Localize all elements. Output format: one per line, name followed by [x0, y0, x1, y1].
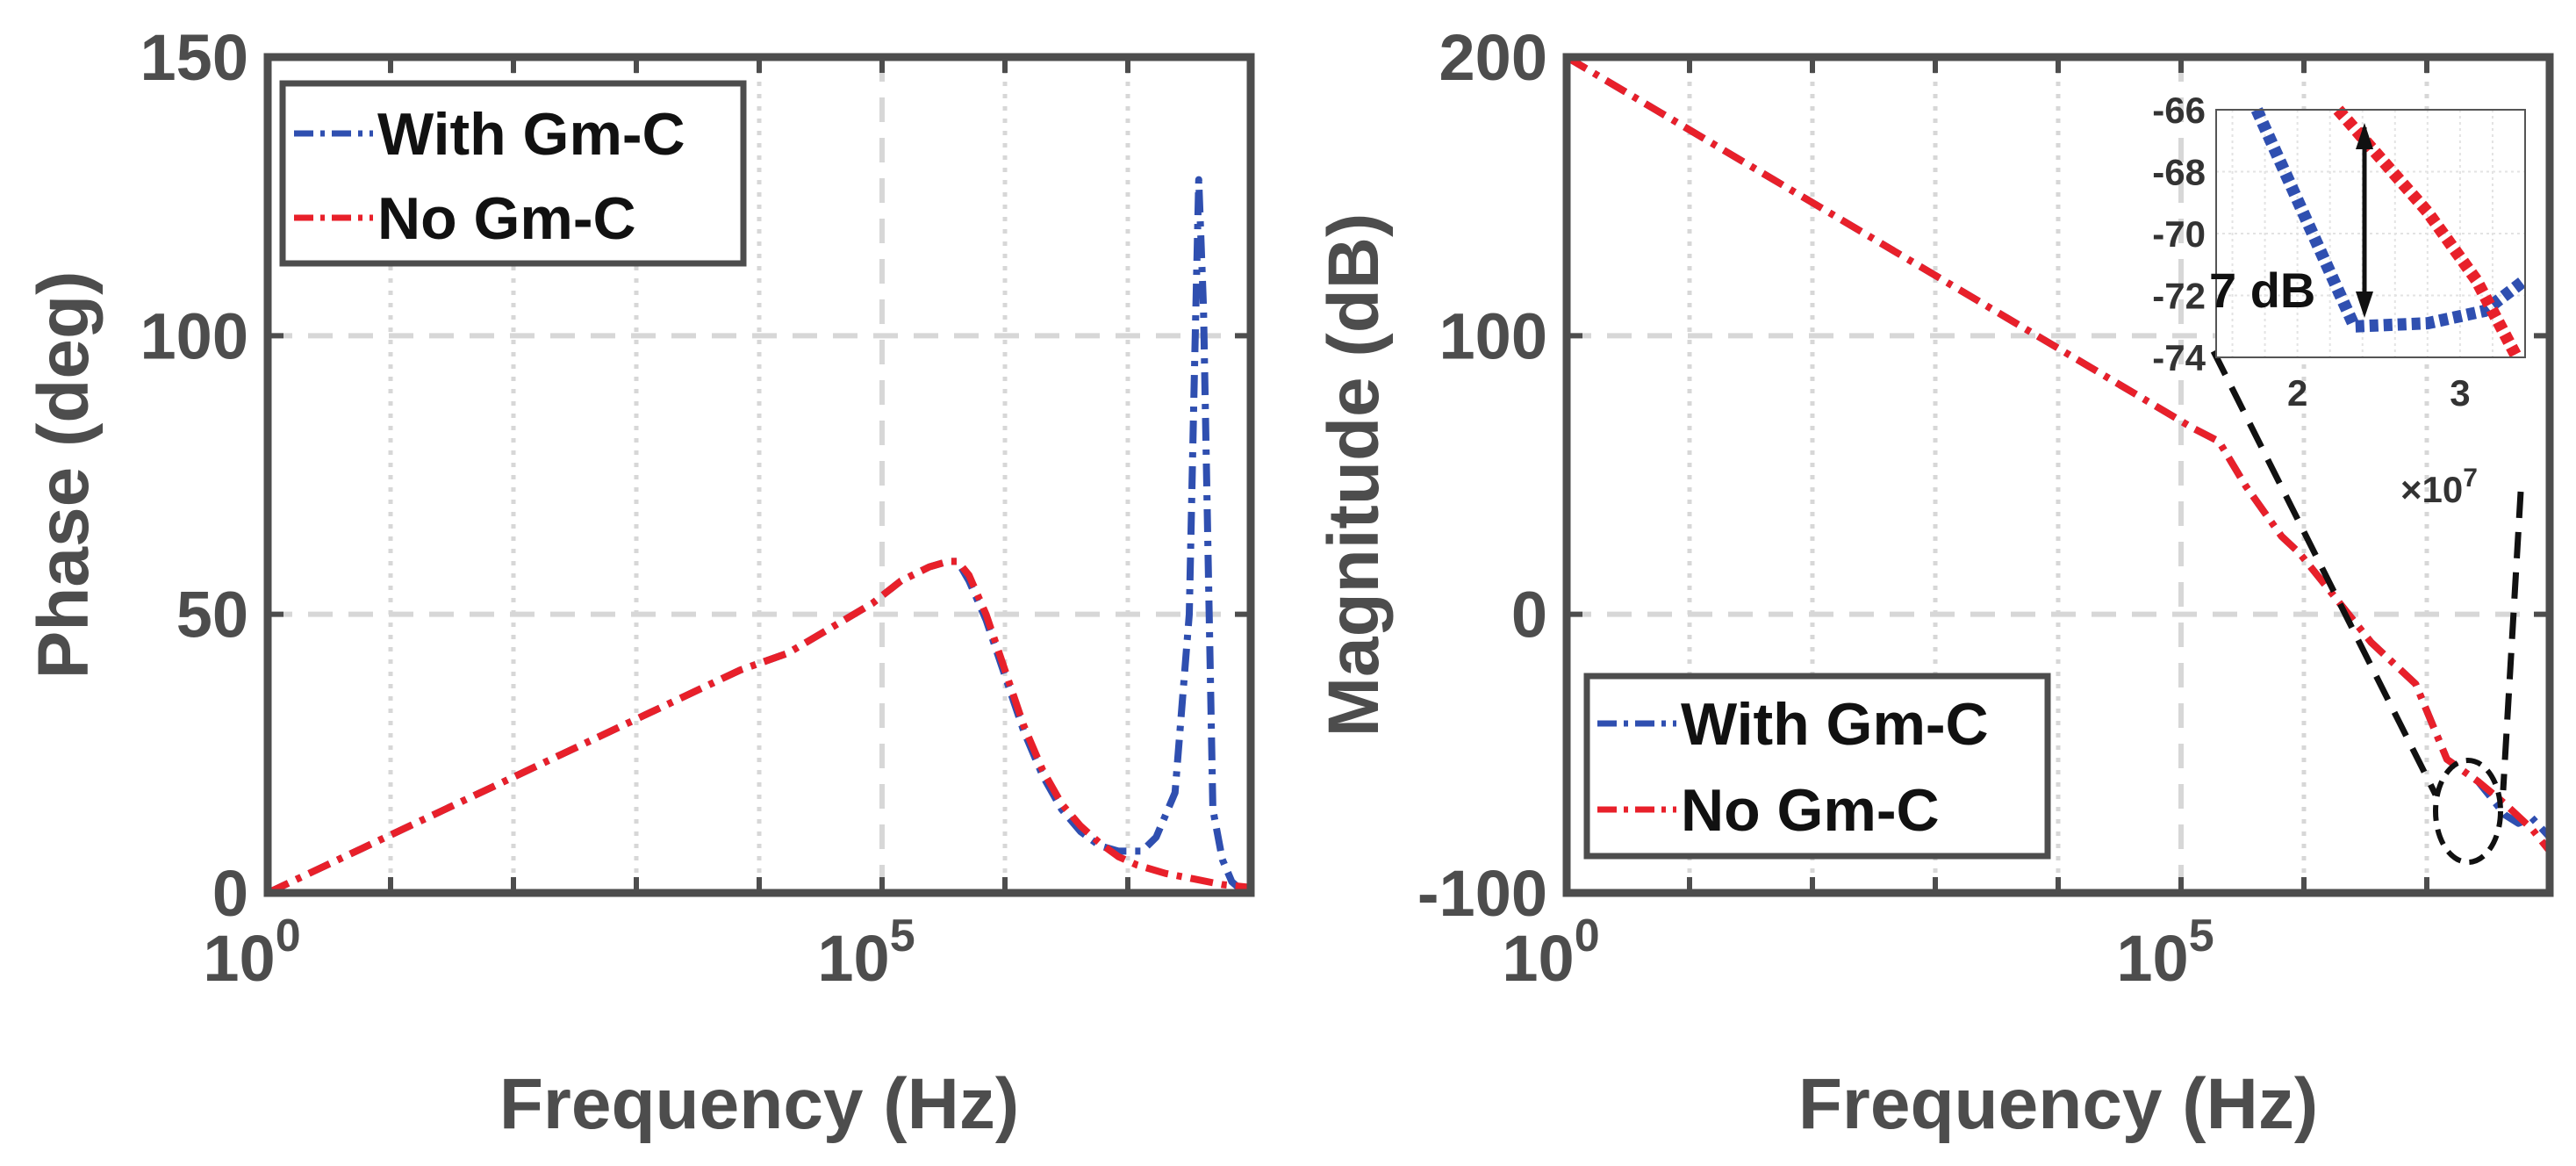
magnitude-y-axis-label: Magnitude (dB): [1314, 213, 1394, 738]
phase-series-group: [266, 176, 1252, 896]
zoom-connector-left: [2210, 349, 2439, 796]
mag-y-tick-label: 200: [1439, 21, 1547, 94]
phase-y-ticks: 0 50 100 150: [140, 21, 248, 930]
inset-y-tick-label: -70: [2152, 213, 2206, 255]
inset-y-tick-label: -74: [2152, 337, 2206, 378]
inset-series-with-gmc: [2250, 107, 2529, 333]
magnitude-series-group: [1564, 54, 2553, 853]
inset-x-tick-label: 3: [2450, 372, 2470, 414]
mag-y-tick-label: 0: [1511, 579, 1547, 651]
mag-x-tick-label: 105: [2116, 910, 2214, 995]
inset-y-tick-label: -66: [2152, 90, 2206, 131]
mag-y-tick-label: 100: [1439, 299, 1547, 372]
phase-y-axis-label: Phase (deg): [24, 271, 104, 680]
inset-7db-annotation: 7 dB: [2209, 263, 2315, 318]
magnitude-plot-frame: [1562, 53, 2554, 897]
magnitude-legend-box: [1583, 673, 2051, 860]
inset-7db-arrow-head-top: [2356, 123, 2373, 149]
magnitude-x-axis-label: Frequency (Hz): [1798, 1064, 2318, 1144]
phase-legend-label-with-gmc: With Gm-C: [377, 101, 685, 168]
inset-x-tick-label: 2: [2287, 372, 2307, 414]
inset-y-tick-label: -72: [2152, 276, 2206, 317]
zoom-region-ellipse: [2433, 758, 2503, 865]
phase-series-no-gmc: [266, 558, 1252, 896]
magnitude-chart: -100 0 100 200 100 105 Frequency (Hz) Magnit…: [1314, 21, 2554, 1144]
inset-y-tick-label: -68: [2152, 152, 2206, 193]
mag-y-tick-label: -100: [1417, 857, 1547, 930]
inset-x-multiplier: ×107: [2400, 464, 2478, 510]
phase-x-tick-label: 105: [817, 910, 915, 995]
phase-y-tick-label: 50: [176, 579, 248, 651]
magnitude-x-ticks: 100 105: [1502, 910, 2214, 995]
mag-series-no-gmc: [1564, 54, 2553, 853]
inset-7db-arrow-head-bottom: [2356, 292, 2373, 318]
inset-frame: [2215, 109, 2526, 358]
phase-x-ticks: 100 105: [203, 910, 915, 995]
phase-y-tick-label: 100: [140, 299, 248, 372]
magnitude-legend-label-with-gmc: With Gm-C: [1681, 691, 1989, 758]
phase-legend-label-no-gmc: No Gm-C: [377, 185, 636, 252]
phase-y-tick-label: 0: [212, 857, 248, 930]
phase-x-axis-label: Frequency (Hz): [499, 1064, 1019, 1144]
phase-y-tick-label: 150: [140, 21, 248, 94]
magnitude-y-ticks: -100 0 100 200: [1417, 21, 1547, 930]
phase-plot-frame: [263, 53, 1255, 897]
zoom-connector-right: [2500, 491, 2524, 791]
phase-x-tick-label: 100: [203, 910, 300, 995]
inset-series-group: [2250, 105, 2529, 361]
phase-legend: With Gm-C No Gm-C: [279, 80, 747, 267]
magnitude-legend: With Gm-C No Gm-C: [1583, 673, 2051, 860]
magnitude-legend-label-no-gmc: No Gm-C: [1681, 777, 1940, 844]
inset-y-ticks: -66 -68 -70 -72 -74: [2152, 90, 2206, 378]
phase-legend-box: [279, 80, 747, 267]
mag-x-tick-label: 100: [1502, 910, 1599, 995]
phase-chart: 0 50 100 150 100 105 Frequency (Hz) Phase (d…: [24, 21, 1255, 1144]
